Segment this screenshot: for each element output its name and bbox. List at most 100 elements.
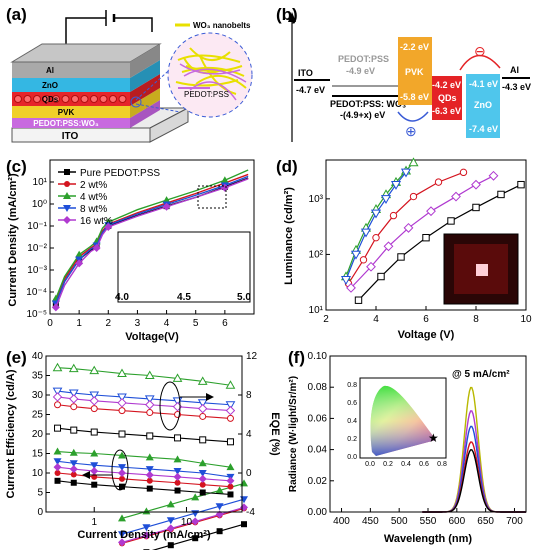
data-point (118, 475, 125, 482)
x-tick-label: 1 (91, 517, 97, 528)
data-point (488, 170, 499, 181)
data-point (146, 477, 153, 484)
electron-icon: ⊖ (474, 43, 486, 59)
nanobelt-line (199, 55, 237, 95)
data-point (54, 401, 62, 409)
layer-pvk-label: PVK (58, 108, 75, 117)
series-line (57, 390, 231, 406)
plot-e-ylabel-left: Current Efficiency (cd/A) (5, 369, 17, 498)
panel-b: (b) ITO -4.7 eV PEDOT:PSS -4.9 eV PEDOT:… (276, 5, 531, 142)
y-tick-label: 30 (32, 390, 44, 401)
data-point (350, 250, 362, 260)
inset-data-point (142, 507, 151, 515)
y-right-tick-label: 4 (246, 429, 252, 440)
data-point (145, 470, 154, 479)
qd-particle (14, 95, 22, 103)
data-point (372, 233, 380, 242)
data-point (53, 463, 62, 472)
pedot-name: PEDOT:PSS (338, 54, 389, 64)
qds-lumo: -4.2 eV (432, 80, 461, 90)
data-point (70, 403, 78, 411)
layer-zno-label: ZnO (42, 81, 58, 90)
plot-e-series (52, 362, 236, 498)
data-point (53, 447, 62, 455)
data-point (117, 469, 126, 477)
cie-ytick-1: 0.2 (347, 436, 357, 443)
data-point (68, 389, 79, 399)
x-tick-label: 6 (423, 314, 429, 325)
data-point (346, 282, 356, 293)
data-point (69, 460, 78, 468)
data-point (471, 179, 481, 190)
qd-particle (42, 95, 51, 103)
series-line (55, 178, 249, 308)
inset-data-point (142, 524, 151, 532)
inset-data-point (118, 514, 126, 522)
data-point (220, 176, 229, 184)
data-point (377, 272, 385, 281)
x-tick-label: 10 (181, 517, 193, 528)
plot-d-series (340, 157, 525, 304)
inset-series-line (121, 506, 245, 543)
data-point (89, 396, 99, 406)
x-tick-label: 450 (362, 516, 379, 527)
cie-ytick-2: 0.4 (347, 418, 357, 425)
data-point (408, 157, 419, 167)
plot-e-ylabel-right: EQE (%) (269, 412, 281, 456)
inset-data-point (192, 535, 199, 542)
y-tick-label: 0.00 (308, 507, 328, 518)
series-line (57, 480, 231, 495)
nanobelt-line (177, 54, 241, 63)
data-point (360, 228, 372, 238)
data-point (89, 365, 100, 375)
inset-series-line (151, 523, 245, 550)
data-point (409, 192, 418, 201)
data-point (75, 250, 84, 258)
data-point (52, 387, 63, 397)
x-tick-label: 700 (506, 516, 523, 527)
layer-qds-label: QDs (42, 95, 59, 104)
pedot-wo3-name: PEDOT:PSS: WO₃ (330, 99, 406, 109)
x-tick-label: 650 (477, 516, 494, 527)
data-point (117, 368, 127, 378)
ito-side (149, 107, 189, 143)
pvk-layer (12, 106, 130, 118)
zno-name: ZnO (474, 100, 492, 110)
data-point (370, 209, 382, 219)
data-point (397, 253, 405, 261)
ito-name: ITO (298, 68, 313, 78)
cie-point-icon: ★ (428, 431, 439, 445)
x-tick-label: 4 (164, 318, 170, 329)
data-point (173, 472, 182, 481)
x-tick-label: 5 (193, 318, 199, 329)
panel-a: (a) ITO PEDOT:PSS:WO₃ PVK QDs ZnO Al (6, 5, 253, 143)
y-tick-label: 10 (32, 468, 44, 479)
qd-particle (71, 95, 79, 103)
legend-marker (63, 205, 71, 212)
series-line (57, 367, 231, 386)
data-point (225, 401, 236, 410)
qd-particle (52, 95, 60, 103)
nanobelt-line (181, 66, 245, 77)
y-tick-label: 0.08 (308, 382, 328, 393)
data-point (426, 206, 436, 217)
pvk-band (398, 37, 432, 105)
electron-arrow (459, 54, 501, 71)
y-tick-label: 0.06 (308, 413, 328, 424)
y-tick-label: 5 (37, 488, 43, 499)
layer-ito-label: ITO (62, 131, 79, 142)
y-right-tick-label: -4 (246, 507, 255, 518)
legend-marker (64, 169, 70, 175)
nanobelt-line (189, 47, 231, 61)
data-point (340, 276, 352, 285)
data-point (117, 464, 126, 472)
inset-data-point (166, 500, 175, 508)
data-point (197, 376, 208, 385)
pedot-chain (183, 68, 247, 83)
series-line (57, 451, 231, 468)
x-tick-label: 3 (135, 318, 141, 329)
x-tick-label: 6 (222, 318, 228, 329)
data-point (69, 465, 78, 474)
